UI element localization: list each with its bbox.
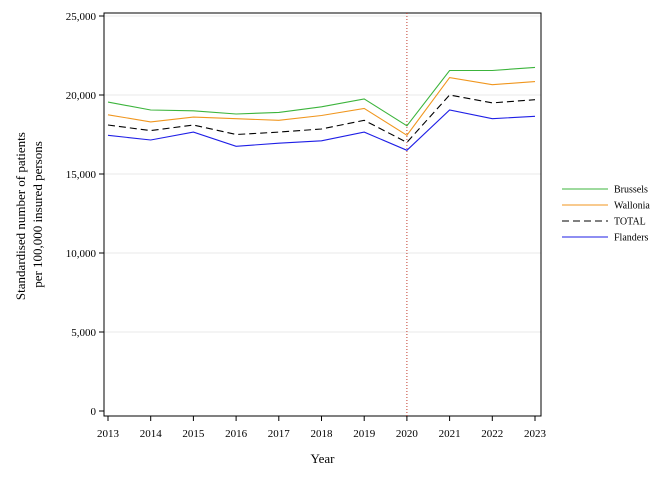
y-tick-label: 15,000	[66, 169, 97, 181]
legend-label-brussels: Brussels	[614, 185, 648, 196]
series-line-total	[107, 94, 536, 144]
y-axis-title-line-2: per 100,000 insured persons	[30, 141, 45, 288]
x-axis: 2013 2014 2015 2016 2017 2018 2019 2020 2021 2022…	[97, 416, 547, 440]
series-layer	[107, 66, 536, 151]
series-line-brussels	[107, 66, 536, 127]
legend-label-total: TOTAL	[614, 217, 646, 228]
x-tick-label: 2022	[481, 428, 503, 440]
y-axis-title: Standardised number of patients per 100,…	[13, 129, 45, 300]
series-line-wallonia	[107, 77, 536, 137]
x-axis-title: Year	[311, 451, 336, 466]
legend-label-wallonia: Wallonia	[614, 201, 650, 212]
legend: Brussels Wallonia TOTAL Flanders	[562, 185, 650, 244]
y-axis: 0 5,000 10,000 15,000 20,000 25,000	[66, 11, 104, 418]
series-line-flanders	[107, 109, 536, 151]
x-tick-label: 2021	[439, 428, 461, 440]
y-tick-label: 5,000	[71, 327, 96, 339]
x-tick-label: 2014	[140, 428, 163, 440]
x-tick-label: 2020	[396, 428, 419, 440]
plot-frame	[103, 12, 542, 417]
grid-layer	[104, 15, 541, 333]
x-tick-label: 2023	[524, 428, 547, 440]
y-tick-label: 20,000	[66, 90, 97, 102]
y-tick-label: 0	[91, 406, 97, 418]
y-tick-label: 25,000	[66, 11, 97, 23]
x-tick-label: 2019	[353, 428, 376, 440]
y-tick-label: 10,000	[66, 248, 97, 260]
x-tick-label: 2016	[225, 428, 248, 440]
x-tick-label: 2018	[311, 428, 334, 440]
x-tick-label: 2013	[97, 428, 120, 440]
x-tick-label: 2017	[268, 428, 291, 440]
x-tick-label: 2015	[182, 428, 205, 440]
legend-label-flanders: Flanders	[614, 233, 649, 244]
y-axis-title-line-1: Standardised number of patients	[13, 132, 28, 300]
